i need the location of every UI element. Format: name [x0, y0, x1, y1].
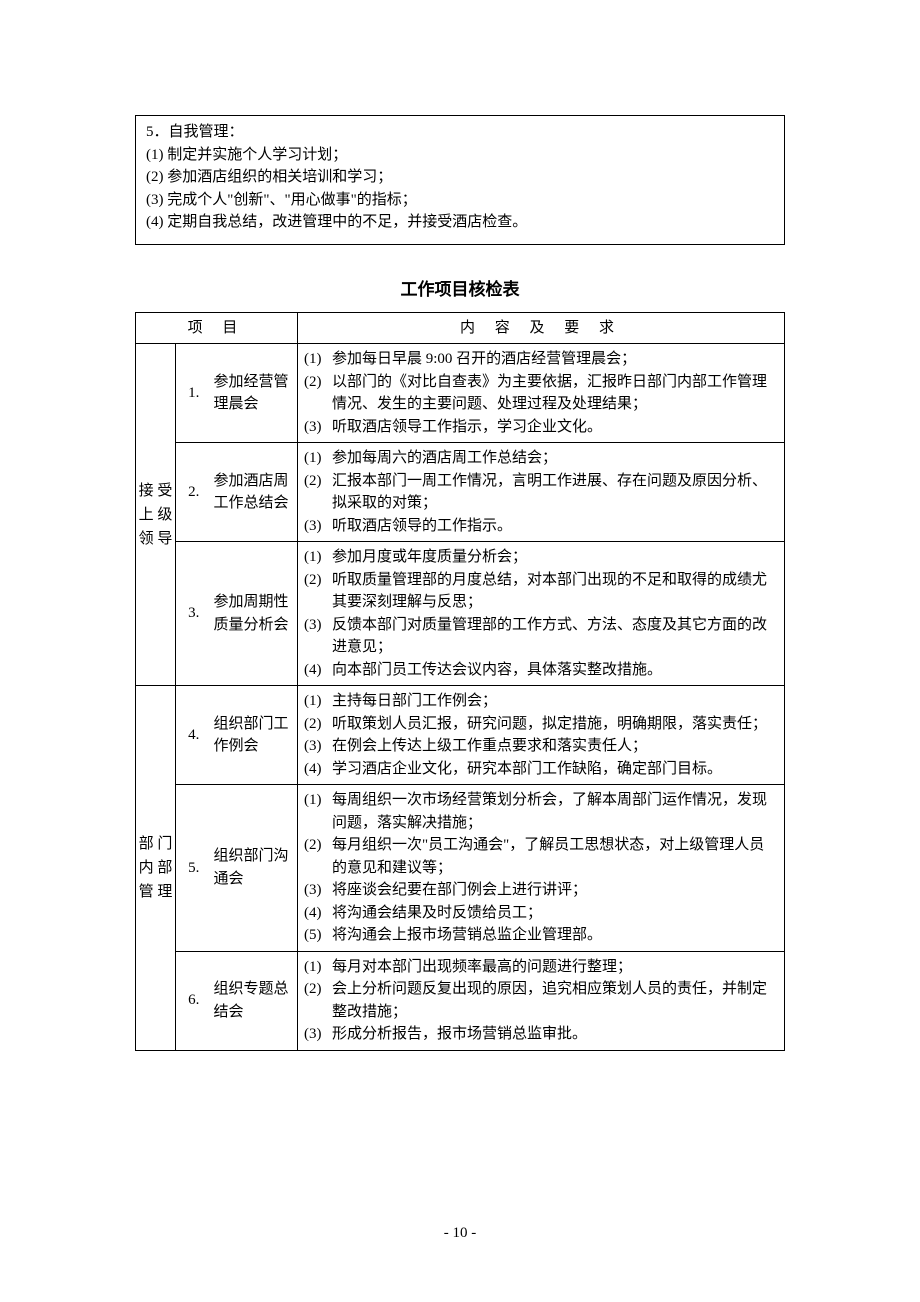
table-row: 部 门内 部管 理 4. 组织部门工作例会 (1)主持每日部门工作例会； (2)… [136, 686, 785, 785]
row-num: 5. [176, 785, 212, 952]
table-title: 工作项目核检表 [135, 275, 785, 300]
row-details: (1)参加每日早晨 9:00 召开的酒店经营管理晨会； (2)以部门的《对比自查… [298, 344, 785, 443]
row-details: (1)参加月度或年度质量分析会； (2)听取质量管理部的月度总结，对本部门出现的… [298, 542, 785, 686]
top-box-item: (1) 制定并实施个人学习计划； [146, 144, 774, 167]
table-header-row: 项 目 内 容 及 要 求 [136, 312, 785, 344]
group-label: 部 门内 部管 理 [136, 686, 176, 1051]
row-num: 3. [176, 542, 212, 686]
row-name: 组织专题总结会 [212, 951, 298, 1050]
top-box-head: 5．自我管理： [146, 121, 774, 144]
header-col1: 项 目 [136, 312, 298, 344]
table-row: 2. 参加酒店周工作总结会 (1)参加每周六的酒店周工作总结会； (2)汇报本部… [136, 443, 785, 542]
checklist-table: 项 目 内 容 及 要 求 接 受上 级领 导 1. 参加经营管理晨会 (1)参… [135, 312, 785, 1051]
row-num: 1. [176, 344, 212, 443]
row-num: 2. [176, 443, 212, 542]
table-row: 接 受上 级领 导 1. 参加经营管理晨会 (1)参加每日早晨 9:00 召开的… [136, 344, 785, 443]
row-name: 组织部门沟通会 [212, 785, 298, 952]
row-details: (1)主持每日部门工作例会； (2)听取策划人员汇报，研究问题，拟定措施，明确期… [298, 686, 785, 785]
page-number: - 10 - [0, 1225, 920, 1242]
table-row: 5. 组织部门沟通会 (1)每周组织一次市场经营策划分析会，了解本周部门运作情况… [136, 785, 785, 952]
row-num: 4. [176, 686, 212, 785]
row-details: (1)每周组织一次市场经营策划分析会，了解本周部门运作情况，发现问题，落实解决措… [298, 785, 785, 952]
row-num: 6. [176, 951, 212, 1050]
top-box-item: (4) 定期自我总结，改进管理中的不足，并接受酒店检查。 [146, 211, 774, 234]
row-details: (1)每月对本部门出现频率最高的问题进行整理； (2)会上分析问题反复出现的原因… [298, 951, 785, 1050]
table-row: 6. 组织专题总结会 (1)每月对本部门出现频率最高的问题进行整理； (2)会上… [136, 951, 785, 1050]
row-details: (1)参加每周六的酒店周工作总结会； (2)汇报本部门一周工作情况，言明工作进展… [298, 443, 785, 542]
row-name: 组织部门工作例会 [212, 686, 298, 785]
header-col2: 内 容 及 要 求 [298, 312, 785, 344]
top-box: 5．自我管理： (1) 制定并实施个人学习计划； (2) 参加酒店组织的相关培训… [135, 115, 785, 245]
group-label: 接 受上 级领 导 [136, 344, 176, 686]
row-name: 参加经营管理晨会 [212, 344, 298, 443]
top-box-item: (3) 完成个人"创新"、"用心做事"的指标； [146, 189, 774, 212]
table-row: 3. 参加周期性质量分析会 (1)参加月度或年度质量分析会； (2)听取质量管理… [136, 542, 785, 686]
top-box-item: (2) 参加酒店组织的相关培训和学习； [146, 166, 774, 189]
row-name: 参加周期性质量分析会 [212, 542, 298, 686]
row-name: 参加酒店周工作总结会 [212, 443, 298, 542]
